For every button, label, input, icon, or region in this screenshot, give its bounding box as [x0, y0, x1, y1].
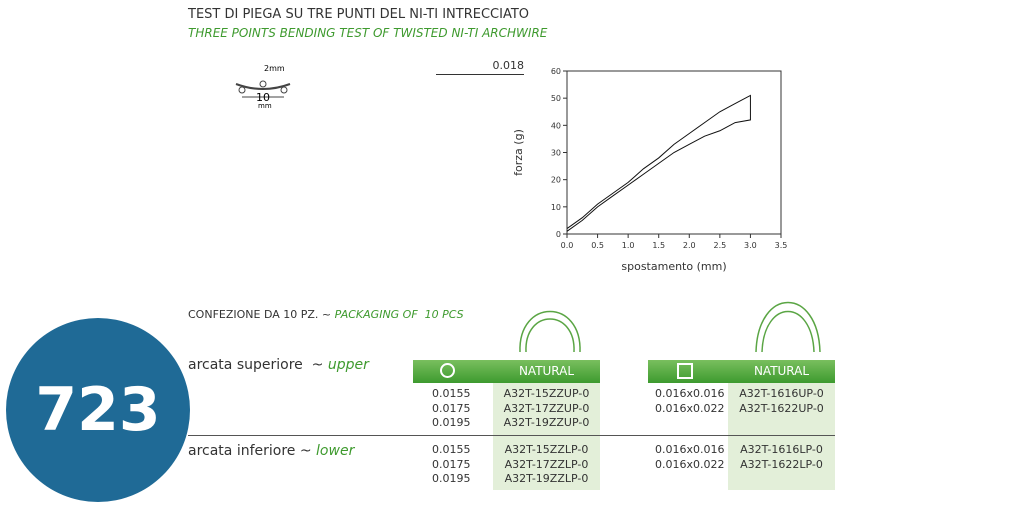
- deflection-label: 2mm: [264, 64, 285, 73]
- code-column: [728, 383, 835, 490]
- code: A32T-1616UP-0: [739, 387, 824, 400]
- round-icon: [440, 363, 455, 378]
- size: 0.0175: [432, 457, 471, 471]
- arch-icon: [755, 301, 821, 353]
- header-text: NATURAL: [518, 364, 575, 378]
- size: 0.016x0.016: [655, 387, 725, 400]
- chart: 0.0 0.5 1.0 1.5 2.0 2.5 3.0 3.5 0 10 20 30 40 50 60 spo…: [512, 67, 788, 273]
- y-tick-label: 60: [551, 67, 561, 76]
- x-tick-label: 1.0: [622, 241, 635, 250]
- subtitle: THREE POINTS BENDING TEST OF TWISTED NI-…: [188, 26, 548, 40]
- y-axis-title: forza (g): [512, 129, 525, 176]
- packaging-label: CONFEZIONE DA 10 PZ. ~: [188, 308, 332, 321]
- code: A32T-19ZZLP-0: [504, 472, 589, 485]
- packaging: CONFEZIONE DA 10 PZ. ~ PACKAGING OF 10 P…: [188, 308, 464, 321]
- square-icon: [677, 363, 693, 379]
- span-unit: mm: [258, 102, 272, 110]
- size: 0.0175: [432, 401, 471, 415]
- table-header: NATURAL: [413, 360, 600, 383]
- bending-diagram: 2mm 10 mm: [235, 64, 291, 110]
- arch-label-en: lower: [316, 443, 355, 459]
- span-label: 10: [256, 91, 270, 104]
- badge: 723: [6, 318, 190, 502]
- arch-label: arcata superiore ~: [188, 357, 324, 373]
- code: A32T-15ZZLP-0: [504, 443, 589, 456]
- x-tick-label: 3.5: [775, 241, 788, 250]
- arch-lower: arcata inferiore ~ lower: [188, 443, 354, 459]
- x-tick-label: 2.0: [683, 241, 696, 250]
- size: 0.0195: [432, 472, 471, 485]
- y-tick-label: 30: [551, 149, 561, 158]
- code: A32T-17ZZLP-0: [504, 457, 589, 471]
- x-tick-label: 2.5: [713, 241, 726, 250]
- x-axis-title: spostamento (mm): [621, 260, 726, 273]
- code: A32T-1622UP-0: [739, 401, 824, 415]
- arch-icon: [519, 310, 581, 353]
- arch-label: arcata inferiore ~: [188, 443, 312, 459]
- size: 0.0155: [432, 387, 471, 400]
- x-tick-label: 1.5: [652, 241, 665, 250]
- code-column: [493, 383, 600, 490]
- code: A32T-17ZZUP-0: [503, 401, 590, 415]
- code: A32T-15ZZUP-0: [503, 387, 590, 400]
- y-tick-label: 50: [551, 94, 561, 103]
- x-tick-label: 3.0: [744, 241, 757, 250]
- y-tick-label: 40: [551, 121, 561, 130]
- size: 0.0155: [432, 443, 471, 456]
- y-tick-label: 0: [556, 230, 561, 239]
- code: A32T-1616LP-0: [740, 443, 823, 456]
- wire-size: 0.018: [436, 59, 524, 75]
- size: 0.0195: [432, 416, 471, 429]
- size: 0.016x0.022: [655, 401, 725, 415]
- title: TEST DI PIEGA SU TRE PUNTI DEL NI-TI INT…: [188, 7, 530, 22]
- header-text: NATURAL: [753, 364, 810, 378]
- code: A32T-19ZZUP-0: [503, 416, 590, 429]
- y-tick-label: 10: [551, 203, 561, 212]
- x-tick-label: 0.0: [561, 241, 574, 250]
- data-line: [566, 94, 751, 232]
- packaging-label-en: PACKAGING OF 10 PCS: [334, 308, 464, 321]
- separator: [188, 435, 835, 436]
- arch-upper: arcata superiore ~ upper: [188, 357, 369, 373]
- y-tick-label: 20: [551, 176, 561, 185]
- size: 0.016x0.022: [655, 457, 725, 471]
- arch-label-en: upper: [327, 357, 369, 373]
- x-tick-label: 0.5: [591, 241, 604, 250]
- table-header: NATURAL: [648, 360, 835, 383]
- code: A32T-1622LP-0: [740, 457, 823, 471]
- size: 0.016x0.016: [655, 443, 725, 456]
